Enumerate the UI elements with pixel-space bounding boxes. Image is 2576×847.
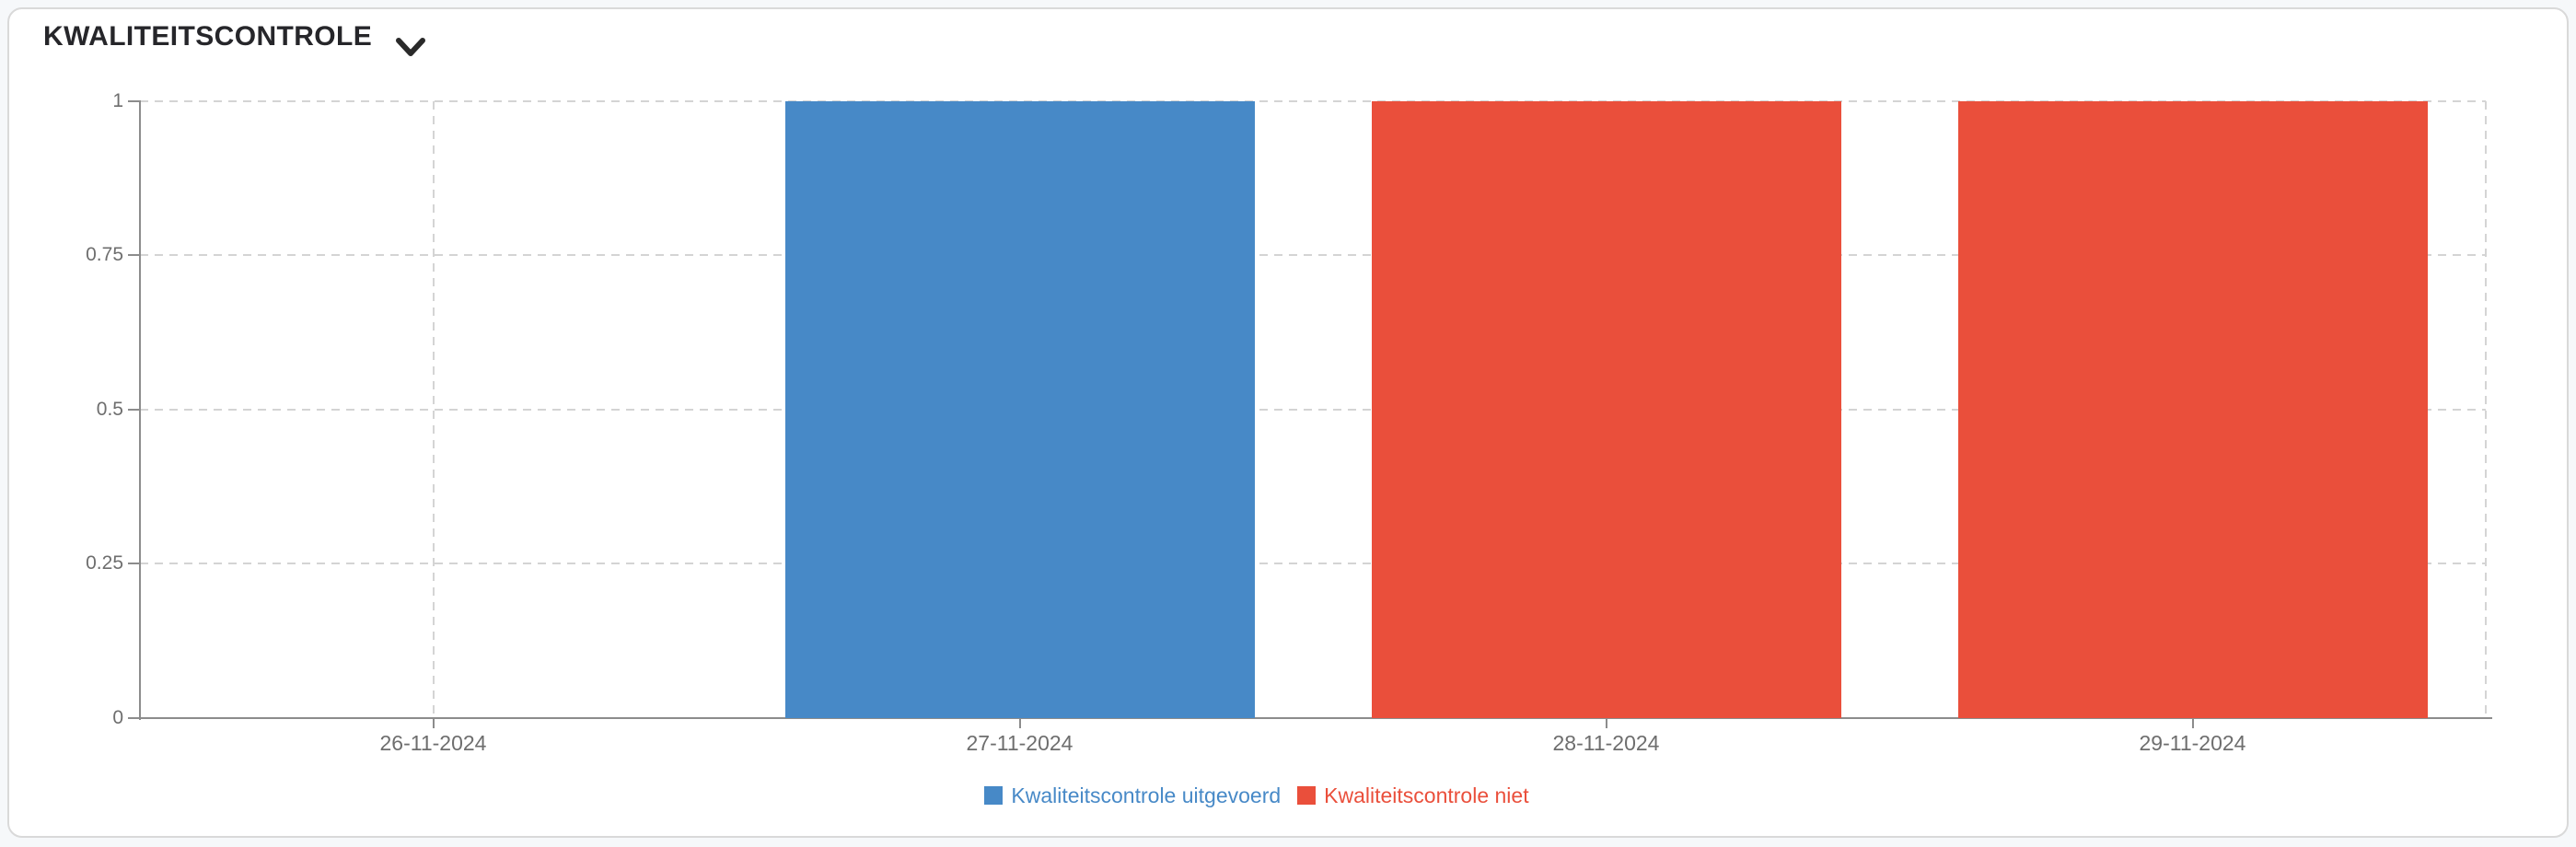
legend-swatch-uitgevoerd: [984, 786, 1004, 805]
legend-item-uitgevoerd[interactable]: Kwaliteitscontrole uitgevoerd: [984, 783, 1281, 808]
legend-label-niet: Kwaliteitscontrole niet: [1324, 783, 1529, 807]
legend-swatch-niet: [1297, 786, 1317, 805]
bar-28-11-2024[interactable]: [1371, 101, 1841, 718]
legend-label-uitgevoerd: Kwaliteitscontrole uitgevoerd: [1011, 783, 1282, 807]
bar-27-11-2024[interactable]: [784, 101, 1255, 718]
panel-title: KWALITEITSCONTROLE: [43, 21, 373, 52]
collapse-panel-button[interactable]: [390, 31, 435, 66]
legend-item-niet[interactable]: Kwaliteitscontrole niet: [1297, 783, 1529, 808]
chevron-down-icon: [396, 38, 425, 56]
bar-29-11-2024[interactable]: [1957, 101, 2428, 718]
chart-legend: Kwaliteitscontrole uitgevoerd Kwaliteits…: [28, 781, 2486, 810]
